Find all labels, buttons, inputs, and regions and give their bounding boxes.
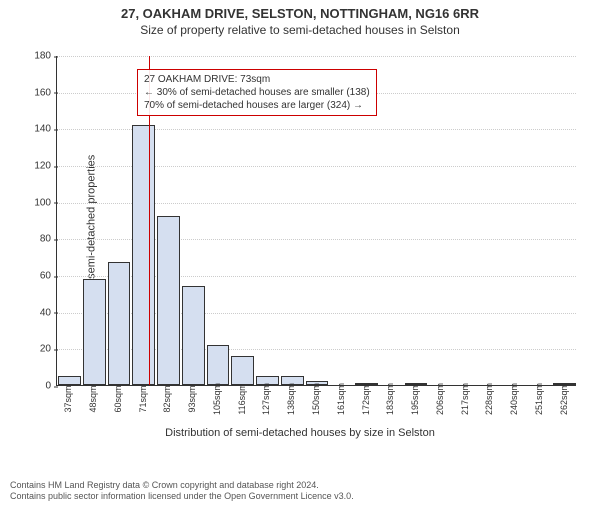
histogram-bar [157, 216, 180, 385]
x-axis-label: Distribution of semi-detached houses by … [0, 427, 600, 439]
x-tick: 93sqm [187, 385, 197, 412]
x-tick: 37sqm [63, 385, 73, 412]
x-tick: 183sqm [385, 383, 395, 415]
plot-area: 02040608010012014016018037sqm48sqm60sqm7… [56, 56, 576, 386]
x-tick: 150sqm [311, 383, 321, 415]
y-tick: 0 [45, 381, 57, 392]
histogram-bar [182, 286, 205, 385]
annotation-line: ← 30% of semi-detached houses are smalle… [144, 86, 370, 99]
histogram-bar [108, 262, 131, 385]
annotation-line: 27 OAKHAM DRIVE: 73sqm [144, 73, 370, 86]
chart-title-sub: Size of property relative to semi-detach… [0, 23, 600, 37]
x-tick: 71sqm [138, 385, 148, 412]
y-tick: 180 [34, 51, 57, 62]
x-tick: 228sqm [484, 383, 494, 415]
y-tick: 40 [40, 307, 57, 318]
x-tick: 217sqm [460, 383, 470, 415]
y-tick: 60 [40, 271, 57, 282]
histogram-bar [231, 356, 254, 385]
x-tick: 138sqm [286, 383, 296, 415]
x-tick: 82sqm [162, 385, 172, 412]
x-tick: 251sqm [534, 383, 544, 415]
histogram-bar [58, 376, 81, 385]
footer-line1: Contains HM Land Registry data © Crown c… [10, 480, 590, 491]
y-tick: 120 [34, 161, 57, 172]
histogram-bar [132, 125, 155, 385]
x-tick: 127sqm [261, 383, 271, 415]
footer-attribution: Contains HM Land Registry data © Crown c… [10, 480, 590, 502]
y-tick: 20 [40, 344, 57, 355]
grid-line [57, 56, 576, 57]
x-tick: 206sqm [435, 383, 445, 415]
histogram-bar [83, 279, 106, 385]
x-tick: 195sqm [410, 383, 420, 415]
x-tick: 172sqm [361, 383, 371, 415]
x-tick: 262sqm [559, 383, 569, 415]
chart-title-main: 27, OAKHAM DRIVE, SELSTON, NOTTINGHAM, N… [0, 6, 600, 21]
y-tick: 160 [34, 87, 57, 98]
x-tick: 116sqm [237, 383, 247, 414]
histogram-bar [207, 345, 230, 385]
x-tick: 60sqm [113, 385, 123, 412]
chart-container: Number of semi-detached properties 02040… [0, 46, 600, 441]
annotation-box: 27 OAKHAM DRIVE: 73sqm← 30% of semi-deta… [137, 69, 377, 116]
annotation-line: 70% of semi-detached houses are larger (… [144, 99, 370, 112]
x-tick: 240sqm [509, 383, 519, 415]
x-tick: 161sqm [336, 383, 346, 415]
y-tick: 140 [34, 124, 57, 135]
footer-line2: Contains public sector information licen… [10, 491, 590, 502]
y-tick: 100 [34, 197, 57, 208]
x-tick: 105sqm [212, 383, 222, 415]
y-tick: 80 [40, 234, 57, 245]
x-tick: 48sqm [88, 385, 98, 412]
